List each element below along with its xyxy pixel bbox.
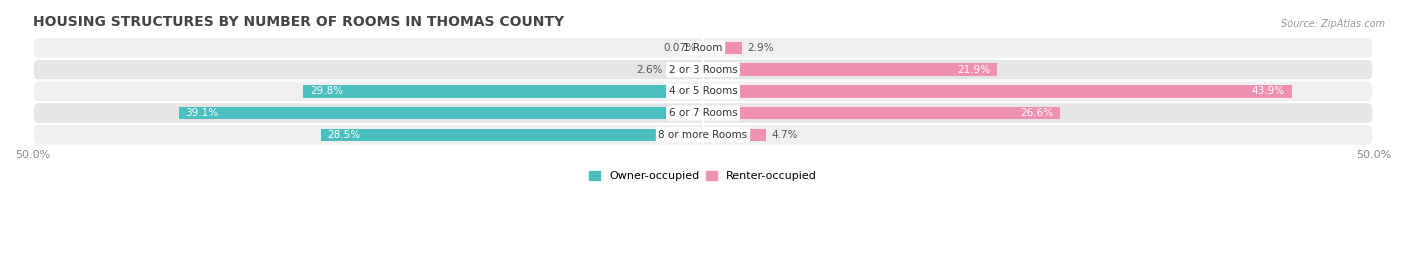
Text: 28.5%: 28.5% — [328, 130, 361, 140]
Legend: Owner-occupied, Renter-occupied: Owner-occupied, Renter-occupied — [585, 167, 821, 186]
Bar — [703, 85, 1292, 98]
Text: 39.1%: 39.1% — [186, 108, 218, 118]
Text: 2.9%: 2.9% — [747, 43, 773, 53]
Bar — [304, 85, 703, 98]
FancyBboxPatch shape — [32, 59, 1374, 80]
FancyBboxPatch shape — [32, 37, 1374, 59]
Text: 8 or more Rooms: 8 or more Rooms — [658, 130, 748, 140]
FancyBboxPatch shape — [32, 102, 1374, 124]
FancyBboxPatch shape — [32, 124, 1374, 146]
Text: HOUSING STRUCTURES BY NUMBER OF ROOMS IN THOMAS COUNTY: HOUSING STRUCTURES BY NUMBER OF ROOMS IN… — [32, 15, 564, 29]
Text: 4 or 5 Rooms: 4 or 5 Rooms — [669, 86, 737, 96]
Bar — [321, 129, 703, 141]
Text: 26.6%: 26.6% — [1019, 108, 1053, 118]
Text: 4.7%: 4.7% — [772, 130, 797, 140]
Text: 43.9%: 43.9% — [1251, 86, 1285, 96]
Text: 21.9%: 21.9% — [957, 65, 990, 75]
Bar — [703, 107, 1060, 119]
Text: 29.8%: 29.8% — [311, 86, 343, 96]
Text: 6 or 7 Rooms: 6 or 7 Rooms — [669, 108, 737, 118]
Text: 2 or 3 Rooms: 2 or 3 Rooms — [669, 65, 737, 75]
Bar — [703, 63, 997, 76]
Text: 2.6%: 2.6% — [637, 65, 662, 75]
Text: 0.07%: 0.07% — [664, 43, 697, 53]
Text: 1 Room: 1 Room — [683, 43, 723, 53]
Bar — [179, 107, 703, 119]
Bar — [703, 42, 742, 54]
Text: Source: ZipAtlas.com: Source: ZipAtlas.com — [1281, 19, 1385, 29]
FancyBboxPatch shape — [32, 80, 1374, 102]
Bar — [668, 63, 703, 76]
Bar — [703, 129, 766, 141]
